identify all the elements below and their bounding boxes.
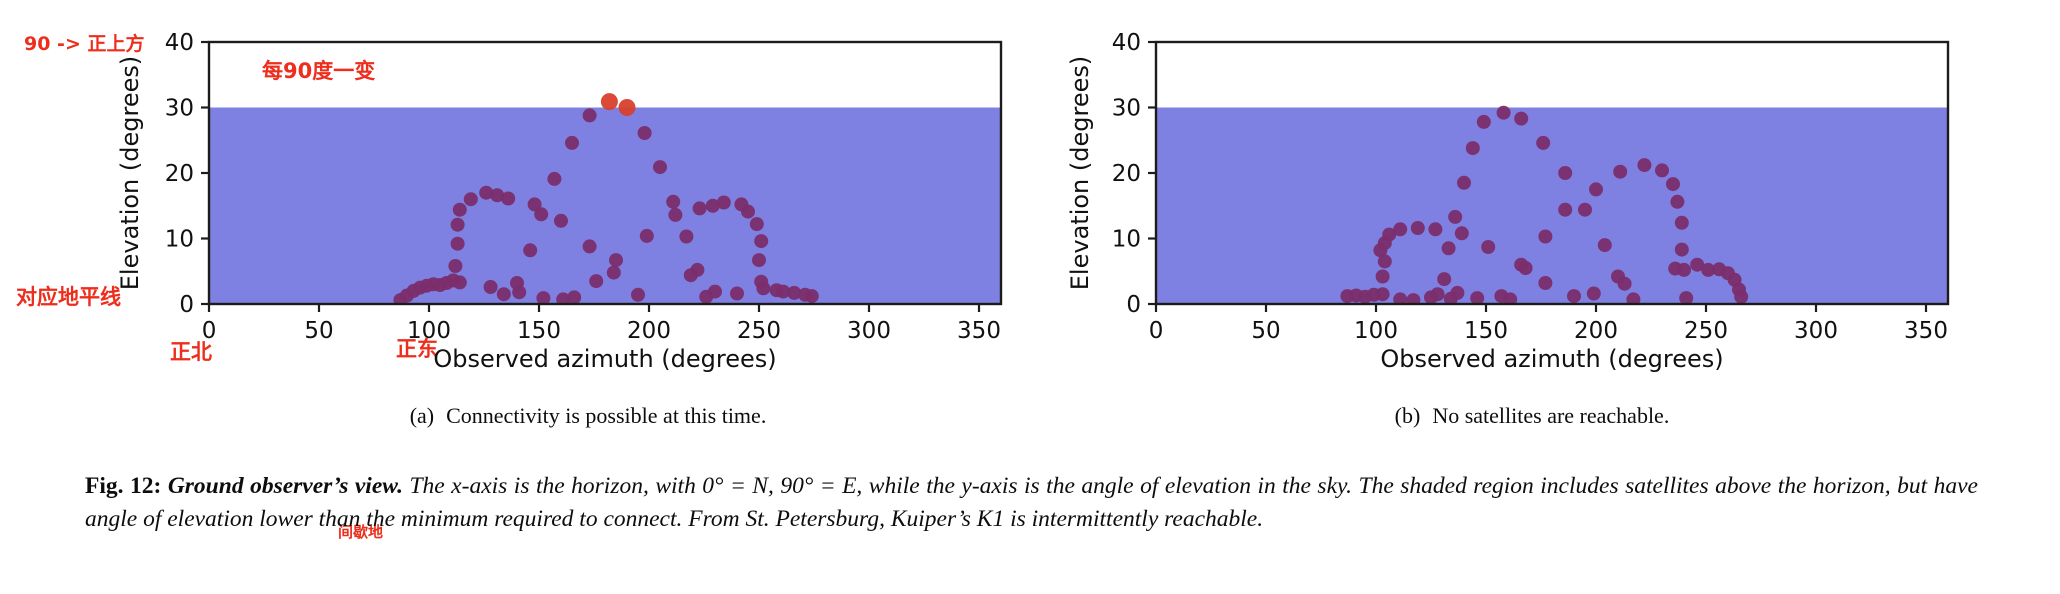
svg-text:100: 100 <box>407 318 451 344</box>
svg-text:20: 20 <box>165 161 194 187</box>
svg-text:50: 50 <box>304 318 333 344</box>
svg-text:0: 0 <box>202 318 217 344</box>
figure-caption-body: The x-axis is the horizon, with 0° = N, … <box>85 472 1978 532</box>
plot-a-x-axis-label: Observed azimuth (degrees) <box>433 345 777 373</box>
annotation-zenith: 90 -> 正上方 <box>24 33 145 55</box>
subcaption-a-label: (a) <box>409 403 435 428</box>
plot-a-y-axis-label: Elevation (degrees) <box>116 55 144 291</box>
svg-text:40: 40 <box>1112 30 1141 56</box>
shaded-region-b <box>1156 107 1948 304</box>
svg-text:250: 250 <box>1684 318 1728 344</box>
annotation-north: 正北 <box>170 340 212 364</box>
svg-text:30: 30 <box>1112 96 1141 122</box>
subcaption-b: (b) No satellites are reachable. <box>1395 403 1670 429</box>
svg-text:350: 350 <box>1904 318 1948 344</box>
annotation-east: 正东 <box>396 337 438 361</box>
svg-text:30: 30 <box>165 96 194 122</box>
plot-b-x-axis-label: Observed azimuth (degrees) <box>1380 345 1724 373</box>
svg-text:100: 100 <box>1354 318 1398 344</box>
svg-text:20: 20 <box>1112 161 1141 187</box>
svg-text:10: 10 <box>165 227 194 253</box>
subcaption-b-label: (b) <box>1394 403 1421 428</box>
figure-caption-label: Fig. 12: <box>85 472 162 499</box>
subcaption-b-text: No satellites are reachable. <box>1432 403 1670 428</box>
shaded-region-a <box>209 107 1001 304</box>
svg-text:200: 200 <box>1574 318 1618 344</box>
svg-text:150: 150 <box>517 318 561 344</box>
svg-text:0: 0 <box>1126 292 1141 318</box>
svg-text:250: 250 <box>737 318 781 344</box>
scatter-plot-a: 0 50 100 150 200 250 300 350 0 10 20 30 40 <box>165 30 1003 344</box>
svg-text:0: 0 <box>179 292 194 318</box>
svg-text:150: 150 <box>1464 318 1508 344</box>
svg-text:50: 50 <box>1251 318 1280 344</box>
svg-text:300: 300 <box>1794 318 1838 344</box>
svg-text:300: 300 <box>847 318 891 344</box>
scatter-plot-b: 0 50 100 150 200 250 300 350 0 10 20 30 40 <box>1112 30 1950 344</box>
annotation-intermittent: 间歇地 <box>338 523 384 541</box>
svg-text:200: 200 <box>627 318 671 344</box>
svg-text:10: 10 <box>1112 227 1141 253</box>
svg-text:0: 0 <box>1149 318 1164 344</box>
figure-caption: Fig. 12: Ground observer’s view. The x-a… <box>85 470 1978 536</box>
subcaption-a: (a) Connectivity is possible at this time… <box>410 403 767 429</box>
subcaption-a-text: Connectivity is possible at this time. <box>446 403 767 428</box>
annotation-per-90-degrees: 每90度一变 <box>262 59 376 83</box>
plot-b-y-axis-label: Elevation (degrees) <box>1066 55 1094 291</box>
svg-text:40: 40 <box>165 30 194 56</box>
figure-caption-title: Ground observer’s view. <box>161 472 403 499</box>
annotation-horizon: 对应地平线 <box>16 285 121 309</box>
svg-text:350: 350 <box>957 318 1001 344</box>
